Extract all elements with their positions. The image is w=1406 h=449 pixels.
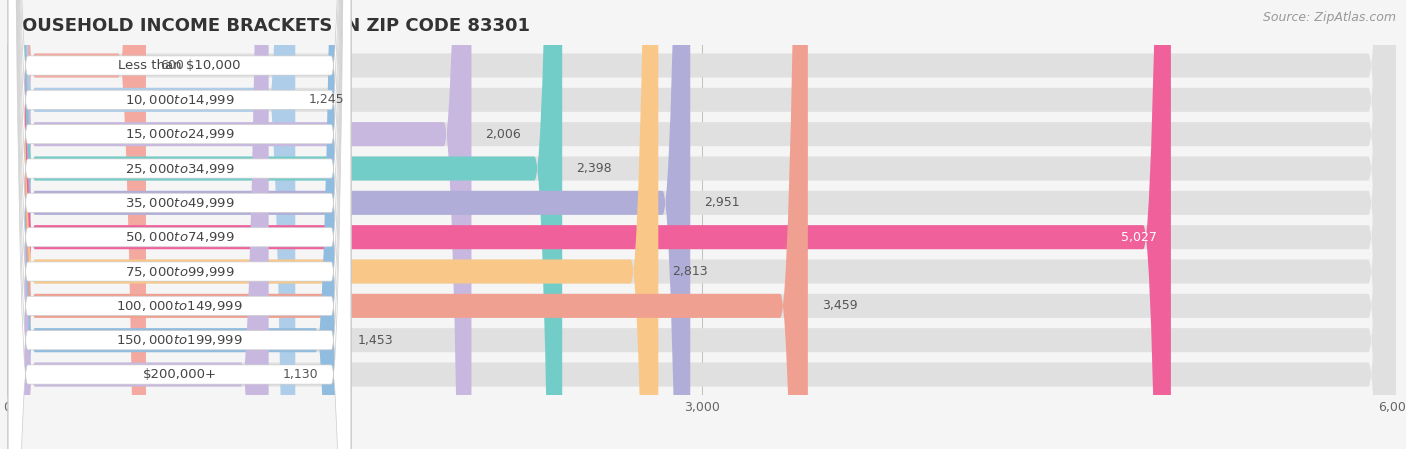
FancyBboxPatch shape: [7, 0, 562, 449]
Text: $25,000 to $34,999: $25,000 to $34,999: [125, 162, 235, 176]
Text: $150,000 to $199,999: $150,000 to $199,999: [117, 333, 243, 347]
Text: $10,000 to $14,999: $10,000 to $14,999: [125, 93, 235, 107]
FancyBboxPatch shape: [8, 0, 351, 449]
FancyBboxPatch shape: [7, 0, 343, 449]
FancyBboxPatch shape: [8, 0, 351, 449]
FancyBboxPatch shape: [7, 0, 269, 449]
Text: Less than $10,000: Less than $10,000: [118, 59, 240, 72]
Text: 5,027: 5,027: [1121, 231, 1157, 244]
FancyBboxPatch shape: [8, 0, 351, 449]
FancyBboxPatch shape: [8, 0, 351, 449]
FancyBboxPatch shape: [7, 0, 1396, 449]
FancyBboxPatch shape: [7, 0, 1396, 449]
Text: 2,398: 2,398: [576, 162, 612, 175]
Text: 600: 600: [160, 59, 184, 72]
Text: 2,006: 2,006: [485, 128, 522, 141]
Text: 1,245: 1,245: [309, 93, 344, 106]
FancyBboxPatch shape: [7, 0, 471, 449]
Text: 2,813: 2,813: [672, 265, 707, 278]
Text: $35,000 to $49,999: $35,000 to $49,999: [125, 196, 235, 210]
FancyBboxPatch shape: [8, 0, 351, 449]
FancyBboxPatch shape: [7, 0, 146, 449]
Text: $75,000 to $99,999: $75,000 to $99,999: [125, 264, 235, 278]
Text: $100,000 to $149,999: $100,000 to $149,999: [117, 299, 243, 313]
FancyBboxPatch shape: [8, 0, 351, 449]
FancyBboxPatch shape: [7, 0, 690, 449]
FancyBboxPatch shape: [8, 0, 351, 449]
FancyBboxPatch shape: [7, 0, 1396, 449]
FancyBboxPatch shape: [7, 0, 658, 449]
Text: 3,459: 3,459: [821, 299, 858, 313]
FancyBboxPatch shape: [7, 0, 1396, 449]
FancyBboxPatch shape: [7, 0, 1396, 449]
FancyBboxPatch shape: [7, 0, 1396, 449]
FancyBboxPatch shape: [7, 0, 1396, 449]
Text: $15,000 to $24,999: $15,000 to $24,999: [125, 127, 235, 141]
Text: 2,951: 2,951: [704, 196, 740, 209]
Text: $200,000+: $200,000+: [142, 368, 217, 381]
FancyBboxPatch shape: [7, 0, 295, 449]
FancyBboxPatch shape: [8, 0, 351, 449]
FancyBboxPatch shape: [7, 0, 1396, 449]
FancyBboxPatch shape: [7, 0, 1396, 449]
Text: $50,000 to $74,999: $50,000 to $74,999: [125, 230, 235, 244]
FancyBboxPatch shape: [8, 0, 351, 449]
FancyBboxPatch shape: [7, 0, 808, 449]
Text: Source: ZipAtlas.com: Source: ZipAtlas.com: [1263, 11, 1396, 24]
Text: 1,130: 1,130: [283, 368, 318, 381]
Text: HOUSEHOLD INCOME BRACKETS IN ZIP CODE 83301: HOUSEHOLD INCOME BRACKETS IN ZIP CODE 83…: [7, 17, 530, 35]
FancyBboxPatch shape: [7, 0, 1171, 449]
FancyBboxPatch shape: [8, 0, 351, 449]
FancyBboxPatch shape: [7, 0, 1396, 449]
Text: 1,453: 1,453: [357, 334, 392, 347]
